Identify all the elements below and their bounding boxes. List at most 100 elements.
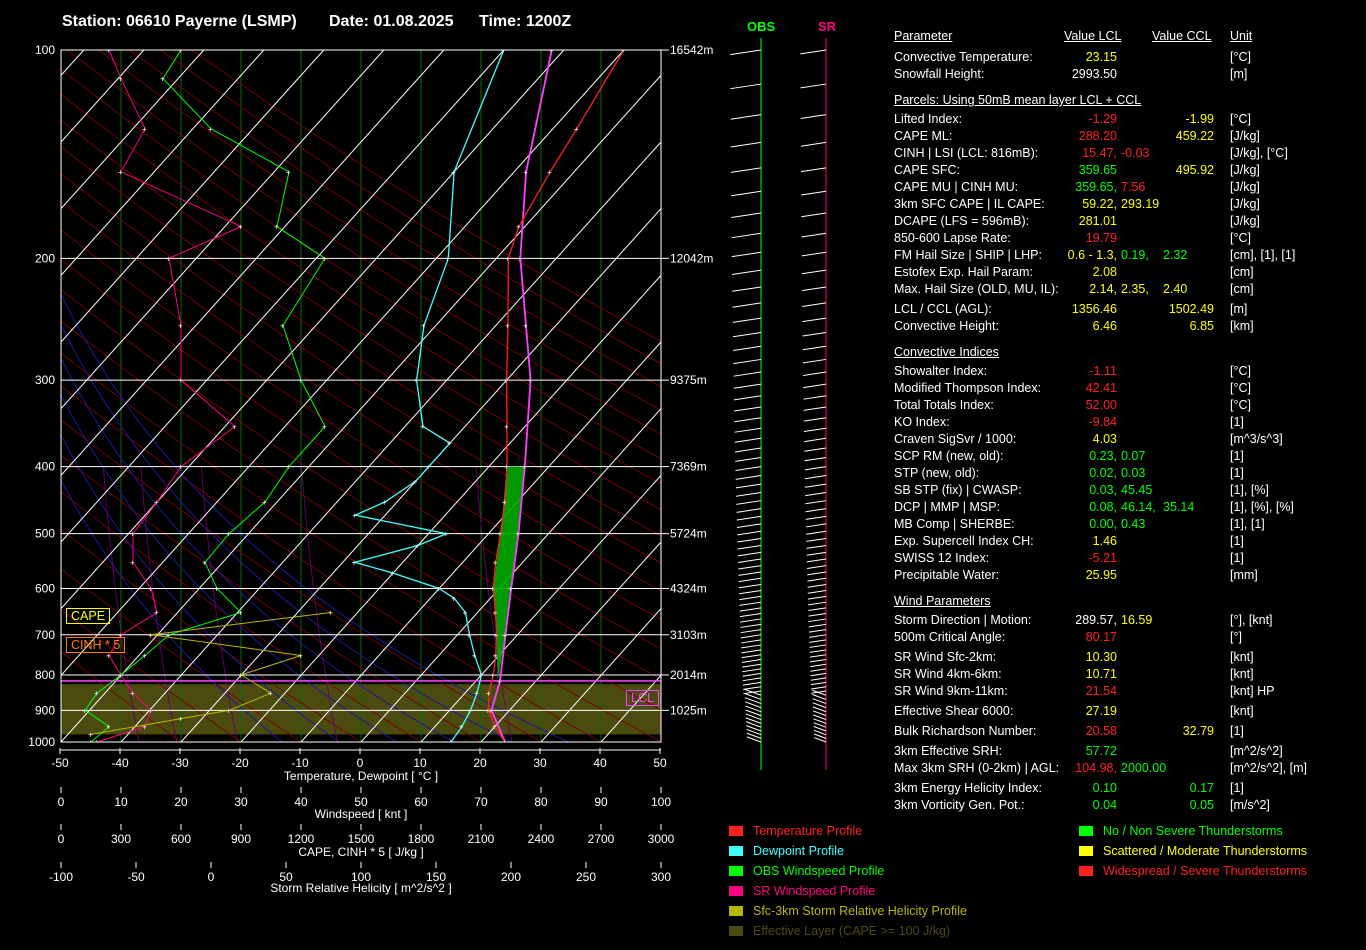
param-unit: [cm] bbox=[1230, 265, 1254, 279]
value-lcl: 288.20 bbox=[1078, 129, 1117, 143]
dry-adiabat bbox=[61, 68, 661, 460]
sr-wind-barb bbox=[813, 718, 827, 724]
param-unit: [°C] bbox=[1230, 50, 1251, 64]
param-label: Convective Height: bbox=[894, 319, 999, 333]
temp-tick-label: 50 bbox=[653, 756, 667, 770]
dry-adiabat bbox=[61, 608, 242, 742]
srh-tick-label: 50 bbox=[279, 870, 293, 884]
sr-wind-barb bbox=[805, 523, 827, 528]
sr-wind-barb bbox=[800, 114, 827, 119]
profile-marker: + bbox=[502, 738, 507, 747]
profile-marker: + bbox=[523, 168, 528, 177]
height-tick-label: 2014m bbox=[670, 668, 707, 682]
obs-wind-barb bbox=[741, 659, 762, 663]
param-unit: [m] bbox=[1230, 302, 1248, 316]
index-marker: + bbox=[178, 46, 183, 55]
profile-marker: + bbox=[421, 321, 426, 330]
param-unit: [cm], [1], [1] bbox=[1230, 248, 1296, 262]
param-label: CAPE ML: bbox=[894, 129, 953, 143]
obs-wind-barb bbox=[746, 725, 762, 732]
profile-marker: + bbox=[505, 321, 510, 330]
param-unit: [knt] bbox=[1230, 650, 1254, 664]
legend-item: Temperature Profile bbox=[729, 824, 1049, 840]
index-marker: + bbox=[130, 530, 135, 539]
table-row: 850-600 Lapse Rate: 19.79 [°C] bbox=[894, 230, 1366, 246]
index-marker: + bbox=[88, 730, 93, 739]
index-marker: + bbox=[178, 376, 183, 385]
srh-tick-label: 300 bbox=[651, 870, 671, 884]
obs-wind-barb bbox=[742, 681, 762, 686]
legend-swatch bbox=[729, 866, 743, 876]
dry-adiabat bbox=[61, 173, 661, 564]
obs-wind-barb bbox=[746, 736, 762, 743]
index-marker: + bbox=[178, 321, 183, 330]
profile-marker: + bbox=[528, 376, 533, 385]
value-extra-2: 35.14 bbox=[1163, 500, 1195, 514]
param-label: Storm Direction | Motion: bbox=[894, 613, 1032, 627]
plot-border bbox=[60, 49, 662, 743]
param-unit: [J/kg] bbox=[1230, 197, 1260, 211]
index-marker: + bbox=[298, 652, 303, 661]
table-row: DCAPE (LFS = 596mB): 281.01 [J/kg] bbox=[894, 213, 1366, 229]
param-label: STP (new, old): bbox=[894, 466, 980, 480]
value-extra: 2000.00 bbox=[1121, 761, 1167, 775]
legend-item: Scattered / Moderate Thunderstorms bbox=[1079, 844, 1366, 860]
table-row: Exp. Supercell Index CH: 1.46 [1] bbox=[894, 533, 1366, 549]
param-unit: [J/kg] bbox=[1230, 180, 1260, 194]
index-marker: + bbox=[148, 631, 153, 640]
moist-adiabat bbox=[61, 357, 455, 742]
sr-wind-barb bbox=[812, 706, 827, 713]
height-tick-label: 9375m bbox=[670, 373, 707, 387]
obs-wind-barb bbox=[731, 232, 762, 239]
obs-wind-barb bbox=[734, 406, 762, 412]
param-label: FM Hail Size | SHIP | LHP: bbox=[894, 248, 1042, 262]
param-label: KO Index: bbox=[894, 415, 950, 429]
temp-axis-label: Temperature, Dewpoint [ °C ] bbox=[284, 769, 438, 783]
sr-wind-barb bbox=[801, 212, 827, 218]
profile-marker: + bbox=[621, 46, 626, 55]
pressure-tick-label: 600 bbox=[35, 581, 55, 595]
param-label: Exp. Supercell Index CH: bbox=[894, 534, 1034, 548]
obs-wind-barb bbox=[745, 709, 762, 717]
obs-wind-barb bbox=[735, 475, 762, 480]
profile-marker: + bbox=[502, 631, 507, 640]
profile-marker: + bbox=[502, 498, 507, 507]
sr-wind-barb bbox=[812, 710, 827, 717]
obs-wind-barb bbox=[742, 677, 762, 682]
param-label: LCL / CCL (AGL): bbox=[894, 302, 992, 316]
pressure-tick-label: 700 bbox=[35, 628, 55, 642]
temp-tick-label: 30 bbox=[533, 756, 547, 770]
index-marker: + bbox=[286, 168, 291, 177]
index-marker: + bbox=[154, 609, 159, 618]
table-row: Estofex Exp. Hail Param: 2.08 [cm] bbox=[894, 264, 1366, 280]
sr-wind-barb bbox=[805, 492, 827, 497]
obs-windspeed-line bbox=[84, 50, 326, 742]
index-marker: + bbox=[82, 706, 87, 715]
profile-marker: + bbox=[413, 477, 418, 486]
obs-wind-barb bbox=[737, 537, 762, 543]
obs-wind-barb bbox=[731, 190, 762, 197]
table-row: SR Wind Sfc-2km: 10.30 [knt] bbox=[894, 649, 1366, 665]
index-marker: + bbox=[322, 422, 327, 431]
index-marker: + bbox=[94, 738, 99, 747]
index-marker: + bbox=[142, 125, 147, 134]
value-extra: 0.07 bbox=[1121, 449, 1146, 463]
sr-wind-barb bbox=[802, 358, 827, 364]
index-marker: + bbox=[94, 689, 99, 698]
value-lcl: 0.23, bbox=[1089, 449, 1117, 463]
pressure-tick-label: 200 bbox=[35, 251, 55, 265]
index-marker: + bbox=[118, 75, 123, 84]
legend-swatch bbox=[729, 826, 743, 836]
sr-wind-barb bbox=[812, 689, 827, 696]
profile-marker: + bbox=[474, 689, 479, 698]
value-lcl: 2993.50 bbox=[1071, 67, 1117, 81]
obs-wind-barb bbox=[740, 639, 762, 644]
wind-tick-label: 10 bbox=[114, 795, 128, 809]
legend-label: Temperature Profile bbox=[753, 824, 863, 838]
param-unit: [1] bbox=[1230, 551, 1244, 565]
temp-tick-label: -20 bbox=[231, 756, 249, 770]
value-lcl: 15.47, bbox=[1082, 146, 1117, 160]
param-unit: [°] bbox=[1230, 630, 1242, 644]
profile-marker: + bbox=[516, 223, 521, 232]
